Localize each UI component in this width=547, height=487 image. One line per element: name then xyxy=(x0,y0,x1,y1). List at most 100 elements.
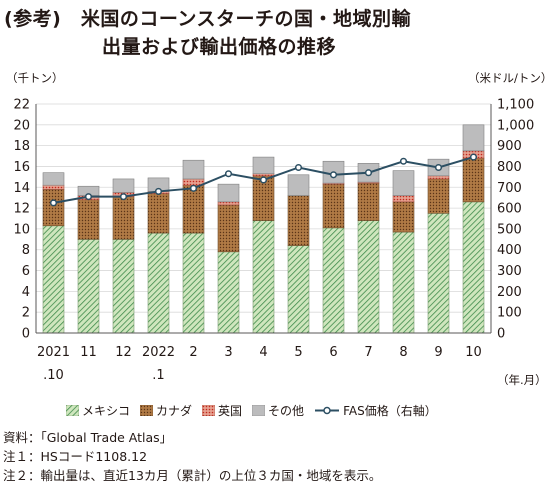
legend-label-uk: 英国 xyxy=(218,404,243,418)
bar-mexico xyxy=(112,239,135,334)
x-tick-label: 7 xyxy=(364,345,372,360)
bar-other xyxy=(392,170,415,196)
legend-label-other: その他 xyxy=(268,404,305,418)
bar-other xyxy=(182,159,205,180)
right-tick-label: 500 xyxy=(497,222,522,237)
price-point xyxy=(189,184,198,192)
price-point xyxy=(329,171,338,179)
left-tick-label: 8 xyxy=(22,243,30,258)
right-tick-label: 1,100 xyxy=(497,98,534,113)
legend-swatch-mexico xyxy=(66,405,79,416)
x-tick-label: 2022 xyxy=(142,345,175,360)
left-tick-label: 20 xyxy=(13,118,30,133)
bar-mexico xyxy=(217,251,240,334)
left-tick-label: 12 xyxy=(13,202,30,217)
legend-item-price: FAS価格（右軸） xyxy=(314,402,437,419)
x-tick-label: 2021 xyxy=(37,345,70,360)
price-point xyxy=(434,163,443,172)
legend-item-mexico: メキシコ xyxy=(66,402,130,419)
price-point xyxy=(49,199,58,207)
legend-swatch-other xyxy=(252,405,266,416)
left-tick-label: 2 xyxy=(22,306,30,321)
left-tick-label: 10 xyxy=(13,222,30,237)
x-tick-label: 5 xyxy=(294,345,302,360)
x-tick-label: 4 xyxy=(259,345,267,360)
x-tick-label: 9 xyxy=(434,345,442,360)
legend-item-other: その他 xyxy=(252,402,304,419)
bar-canada xyxy=(217,204,240,253)
price-point xyxy=(469,153,478,161)
right-tick-label: 0 xyxy=(497,327,505,342)
x-tick-label: 10 xyxy=(465,345,482,360)
left-tick-label: 6 xyxy=(22,264,30,279)
bar-canada xyxy=(287,195,310,246)
price-point xyxy=(154,187,163,195)
bar-mexico xyxy=(252,220,275,334)
x-tick-label: 12 xyxy=(115,345,132,360)
bar-canada xyxy=(112,196,135,240)
right-tick-label: 100 xyxy=(497,306,522,321)
right-tick-label: 700 xyxy=(497,181,522,196)
right-tick-label: 900 xyxy=(497,139,522,154)
chart-title-line1: (参考) 米国のコーンスターチの国・地域別輸 xyxy=(4,8,412,30)
bar-other xyxy=(462,124,485,152)
right-tick-label: 300 xyxy=(497,264,522,279)
bar-uk xyxy=(427,175,450,180)
bar-mexico xyxy=(182,232,205,334)
bar-mexico xyxy=(77,239,100,334)
bar-canada xyxy=(462,157,485,203)
bar-mexico xyxy=(42,225,65,334)
bar-mexico xyxy=(147,232,170,334)
price-point xyxy=(84,193,93,201)
right-tick-label: 600 xyxy=(497,202,522,217)
left-tick-label: 16 xyxy=(13,160,30,175)
x-tick-label: 2 xyxy=(189,345,197,360)
left-axis-unit: （千トン） xyxy=(6,71,64,85)
bar-uk xyxy=(217,201,240,206)
price-point xyxy=(224,170,233,178)
bar-mexico xyxy=(427,212,450,334)
x-tick-label: 6 xyxy=(329,345,337,360)
right-tick-label: 1,000 xyxy=(497,118,534,133)
legend-item-uk: 英国 xyxy=(202,402,242,419)
bar-canada xyxy=(357,182,380,221)
left-tick-label: 18 xyxy=(13,139,30,154)
x-tick-sublabel: .10 xyxy=(43,368,64,383)
note-2: 注２：輸出量は、直近13カ月（累計）の上位３カ国・地域を表示。 xyxy=(3,468,382,483)
bar-other xyxy=(252,156,275,175)
price-point xyxy=(119,193,128,201)
price-point xyxy=(259,176,268,184)
x-tick-label: 11 xyxy=(80,345,97,360)
bar-other xyxy=(112,178,135,193)
legend-swatch-uk xyxy=(202,405,216,416)
bar-uk xyxy=(392,195,415,203)
bar-uk xyxy=(252,173,275,177)
price-point xyxy=(294,163,303,172)
bar-mexico xyxy=(357,220,380,334)
right-tick-label: 200 xyxy=(497,285,522,300)
x-tick-label: 8 xyxy=(399,345,407,360)
note-source: 資料：「Global Trade Atlas」 xyxy=(3,430,173,445)
x-tick-label: 3 xyxy=(224,345,232,360)
note-1: 注１：HSコード1108.12 xyxy=(3,449,148,464)
bar-other xyxy=(287,174,310,196)
bar-canada xyxy=(392,201,415,233)
left-tick-label: 14 xyxy=(13,181,30,196)
x-tick-sublabel: .1 xyxy=(152,368,164,383)
notes: 資料：「Global Trade Atlas」 注１：HSコード1108.12 … xyxy=(3,428,381,485)
bar-canada xyxy=(42,189,65,227)
legend: メキシコ カナダ 英国 その他 FAS価格（右軸） xyxy=(66,402,447,419)
legend-label-price: FAS価格（右軸） xyxy=(343,404,437,418)
bar-mexico xyxy=(322,227,345,334)
tick-labels: 0246810121416182022010020030040050060070… xyxy=(13,98,534,384)
right-tick-label: 800 xyxy=(497,160,522,175)
bar-other xyxy=(217,183,240,203)
right-axis-unit: （米ドル/トン） xyxy=(468,71,547,85)
bar-other xyxy=(42,172,65,186)
chart-title-line2: 出量および輸出価格の推移 xyxy=(102,36,337,58)
legend-line-price xyxy=(315,406,340,415)
legend-label-canada: カナダ xyxy=(156,404,193,418)
bar-uk xyxy=(42,184,65,190)
stacked-bars xyxy=(42,124,485,334)
price-point xyxy=(399,157,408,165)
